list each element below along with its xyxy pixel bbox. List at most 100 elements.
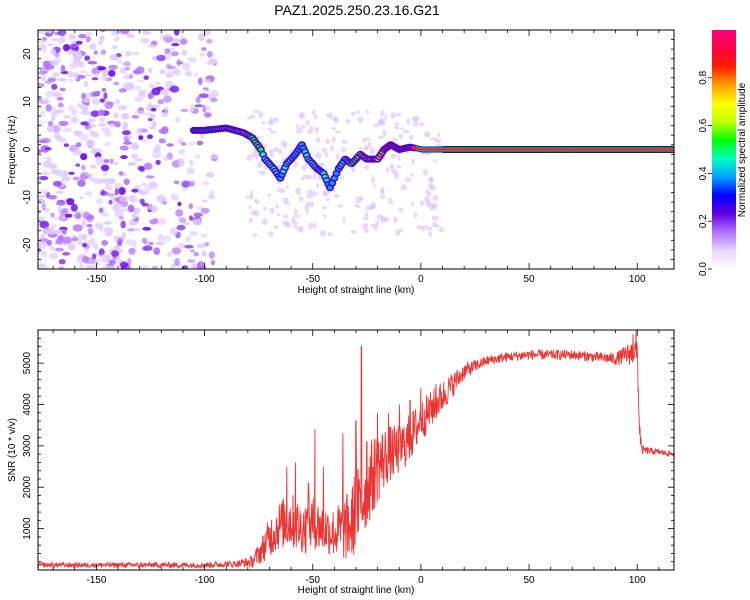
spectrogram-noise-cell — [413, 212, 418, 218]
spectrogram-noise-cell — [141, 264, 148, 269]
spectrogram-noise-cell — [131, 51, 140, 55]
spectrogram-noise-cell — [123, 61, 131, 67]
spectrogram-noise-cell — [189, 215, 193, 221]
spectrogram-noise-cell — [300, 177, 305, 181]
spectrogram-noise-cell — [392, 216, 398, 223]
spectrogram-noise-cell — [88, 127, 93, 133]
spectrogram-noise-cell — [200, 233, 208, 238]
spectrogram-noise-cell — [245, 195, 252, 199]
spectrogram-ridge-cell — [588, 148, 591, 151]
spectrogram-noise-cell — [90, 91, 97, 98]
spectrogram-noise-cell — [74, 60, 85, 67]
spectrogram-noise-cell — [122, 121, 129, 128]
spectrogram-noise-cell — [73, 51, 83, 59]
y-tick-label: 10 — [22, 96, 33, 108]
x-tick-label: 100 — [629, 575, 646, 586]
spectrogram-ridge-cell — [646, 148, 649, 151]
spectrogram-noise-cell — [87, 60, 98, 65]
spectrogram-noise-cell — [113, 236, 119, 243]
spectrogram-ridge-cell — [637, 148, 640, 151]
spectrogram-ridge-cell — [512, 148, 515, 151]
spectrogram-noise-cell — [126, 33, 133, 38]
spectrogram-noise-cell — [126, 135, 134, 139]
spectrogram-noise-cell — [431, 203, 436, 208]
spectrogram-noise-cell — [410, 201, 415, 206]
spectrogram-noise-cell — [164, 105, 169, 113]
spectrogram-ridge-cell — [505, 148, 508, 151]
spectrogram-noise-cell — [57, 30, 67, 37]
spectrogram-noise-cell — [40, 234, 45, 240]
spectrogram-ridge-cell — [547, 148, 550, 151]
spectrogram-ridge-cell — [575, 148, 579, 151]
spectrogram-noise-cell — [395, 229, 401, 236]
spectrogram-noise-cell — [175, 116, 181, 123]
spectrogram-noise-cell — [114, 182, 123, 189]
spectrogram-noise-cell — [366, 110, 369, 115]
spectrogram-noise-cell — [107, 101, 115, 106]
spectrogram-noise-cell — [193, 251, 200, 257]
spectrogram-ridge-cell — [644, 148, 647, 151]
spectrogram-ridge-cell — [446, 148, 449, 151]
spectrogram-noise-cell — [101, 240, 109, 246]
spectrogram-noise-cell — [81, 164, 86, 171]
spectrogram-noise-cell — [147, 92, 154, 100]
spectrogram-noise-cell — [50, 48, 57, 56]
spectrogram-noise-cell — [100, 164, 110, 172]
spectrogram-noise-cell — [132, 239, 137, 248]
spectrogram-noise-cell — [306, 189, 314, 195]
spectrogram-noise-cell — [138, 189, 147, 196]
spectrogram-noise-cell — [159, 70, 166, 74]
spectrogram-noise-cell — [142, 112, 153, 116]
spectrogram-ridge-cell — [655, 148, 658, 151]
spectrogram-noise-cell — [53, 92, 63, 98]
spectrogram-noise-cell — [257, 161, 263, 168]
spectrogram-noise-cell — [422, 169, 429, 176]
spectrogram-noise-cell — [314, 152, 322, 159]
spectrogram-noise-cell — [40, 172, 51, 176]
spectrogram-noise-cell — [333, 193, 340, 199]
colorbar-tick-label: 0.4 — [698, 166, 709, 180]
spectrogram-ridge-cell — [631, 148, 634, 151]
spectrogram-noise-cell — [114, 197, 120, 202]
spectrogram-noise-cell — [113, 112, 119, 119]
spectrogram-noise-cell — [208, 58, 218, 65]
spectrogram-noise-cell — [399, 228, 404, 232]
spectrogram-ridge-cell — [606, 148, 609, 151]
spectrogram-noise-cell — [85, 125, 90, 130]
spectrogram-noise-cell — [340, 147, 347, 153]
spectrogram-ridge-cell — [648, 148, 651, 151]
spectrogram-noise-cell — [258, 111, 264, 119]
spectrogram-noise-cell — [150, 107, 157, 112]
spectrogram-noise-cell — [373, 123, 380, 128]
spectrogram-noise-cell — [43, 97, 50, 105]
spectrogram-noise-cell — [314, 126, 320, 134]
spectrogram-noise-cell — [139, 198, 145, 205]
spectrogram-noise-cell — [427, 226, 433, 231]
spectrogram-noise-cell — [173, 68, 181, 76]
spectrogram-noise-cell — [80, 171, 90, 179]
spectrogram-noise-cell — [204, 105, 211, 111]
spectrogram-noise-cell — [177, 201, 182, 207]
spectrogram-noise-cell — [263, 206, 268, 211]
spectrogram-ridge-cell — [568, 148, 571, 151]
spectrogram-noise-cell — [67, 71, 74, 78]
spectrogram-noise-cell — [86, 240, 93, 246]
spectrogram-noise-cell — [203, 112, 212, 118]
spectrogram-noise-cell — [138, 91, 146, 98]
spectrogram-noise-cell — [151, 265, 159, 269]
spectrogram-noise-cell — [181, 265, 189, 269]
spectrogram-noise-cell — [69, 62, 78, 70]
spectrogram-noise-cell — [44, 80, 52, 84]
spectrogram-noise-cell — [194, 104, 204, 108]
spectrogram-ridge-cell — [541, 148, 544, 151]
y-tick-label: -10 — [22, 190, 33, 205]
spectrogram-noise-cell — [123, 74, 132, 80]
spectrogram-noise-cell — [190, 263, 198, 269]
spectrogram-noise-cell — [145, 175, 155, 179]
spectrogram-noise-cell — [391, 137, 398, 142]
spectrogram-ridge-cell — [444, 148, 447, 151]
spectrogram-ridge-cell — [668, 148, 671, 151]
spectrogram-noise-cell — [293, 161, 298, 168]
spectrogram-ridge-cell — [484, 148, 487, 151]
